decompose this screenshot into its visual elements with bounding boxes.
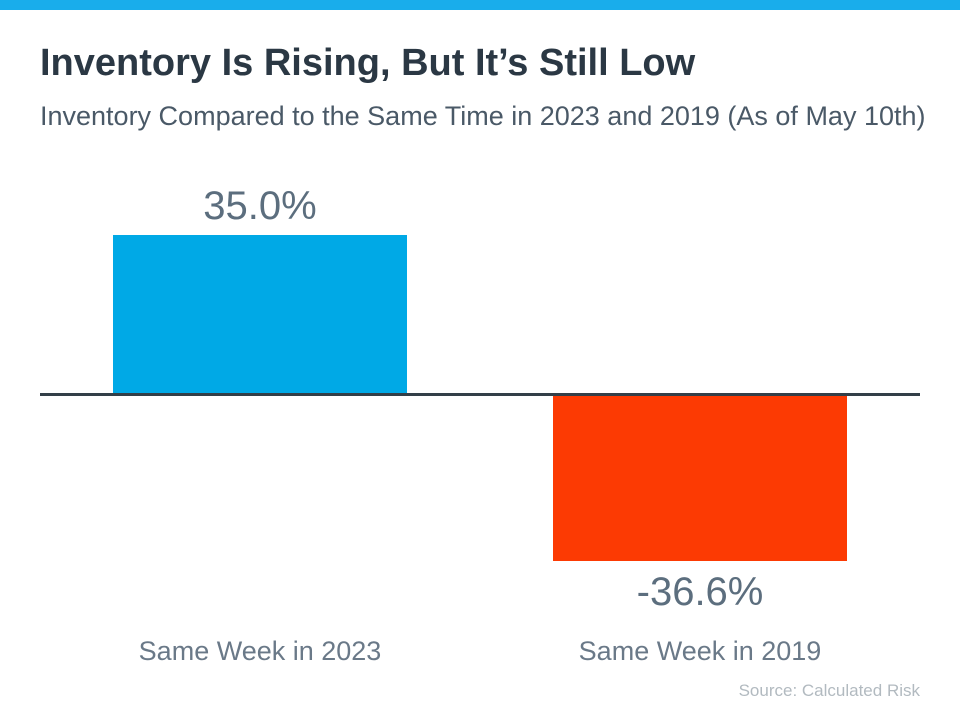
bar-category-label: Same Week in 2023: [138, 636, 382, 666]
page-title: Inventory Is Rising, But It’s Still Low: [40, 42, 696, 84]
bar-value-label: -36.6%: [636, 570, 764, 614]
bar-value-label: 35.0%: [203, 184, 317, 228]
page-subtitle: Inventory Compared to the Same Time in 2…: [40, 101, 926, 131]
bar-negative: [553, 396, 847, 561]
top-accent-bar: [0, 0, 960, 10]
source-attribution: Source: Calculated Risk: [738, 681, 920, 700]
zero-axis-line: [40, 393, 920, 396]
bar-positive: [113, 235, 407, 393]
bar-category-label: Same Week in 2019: [578, 636, 822, 666]
